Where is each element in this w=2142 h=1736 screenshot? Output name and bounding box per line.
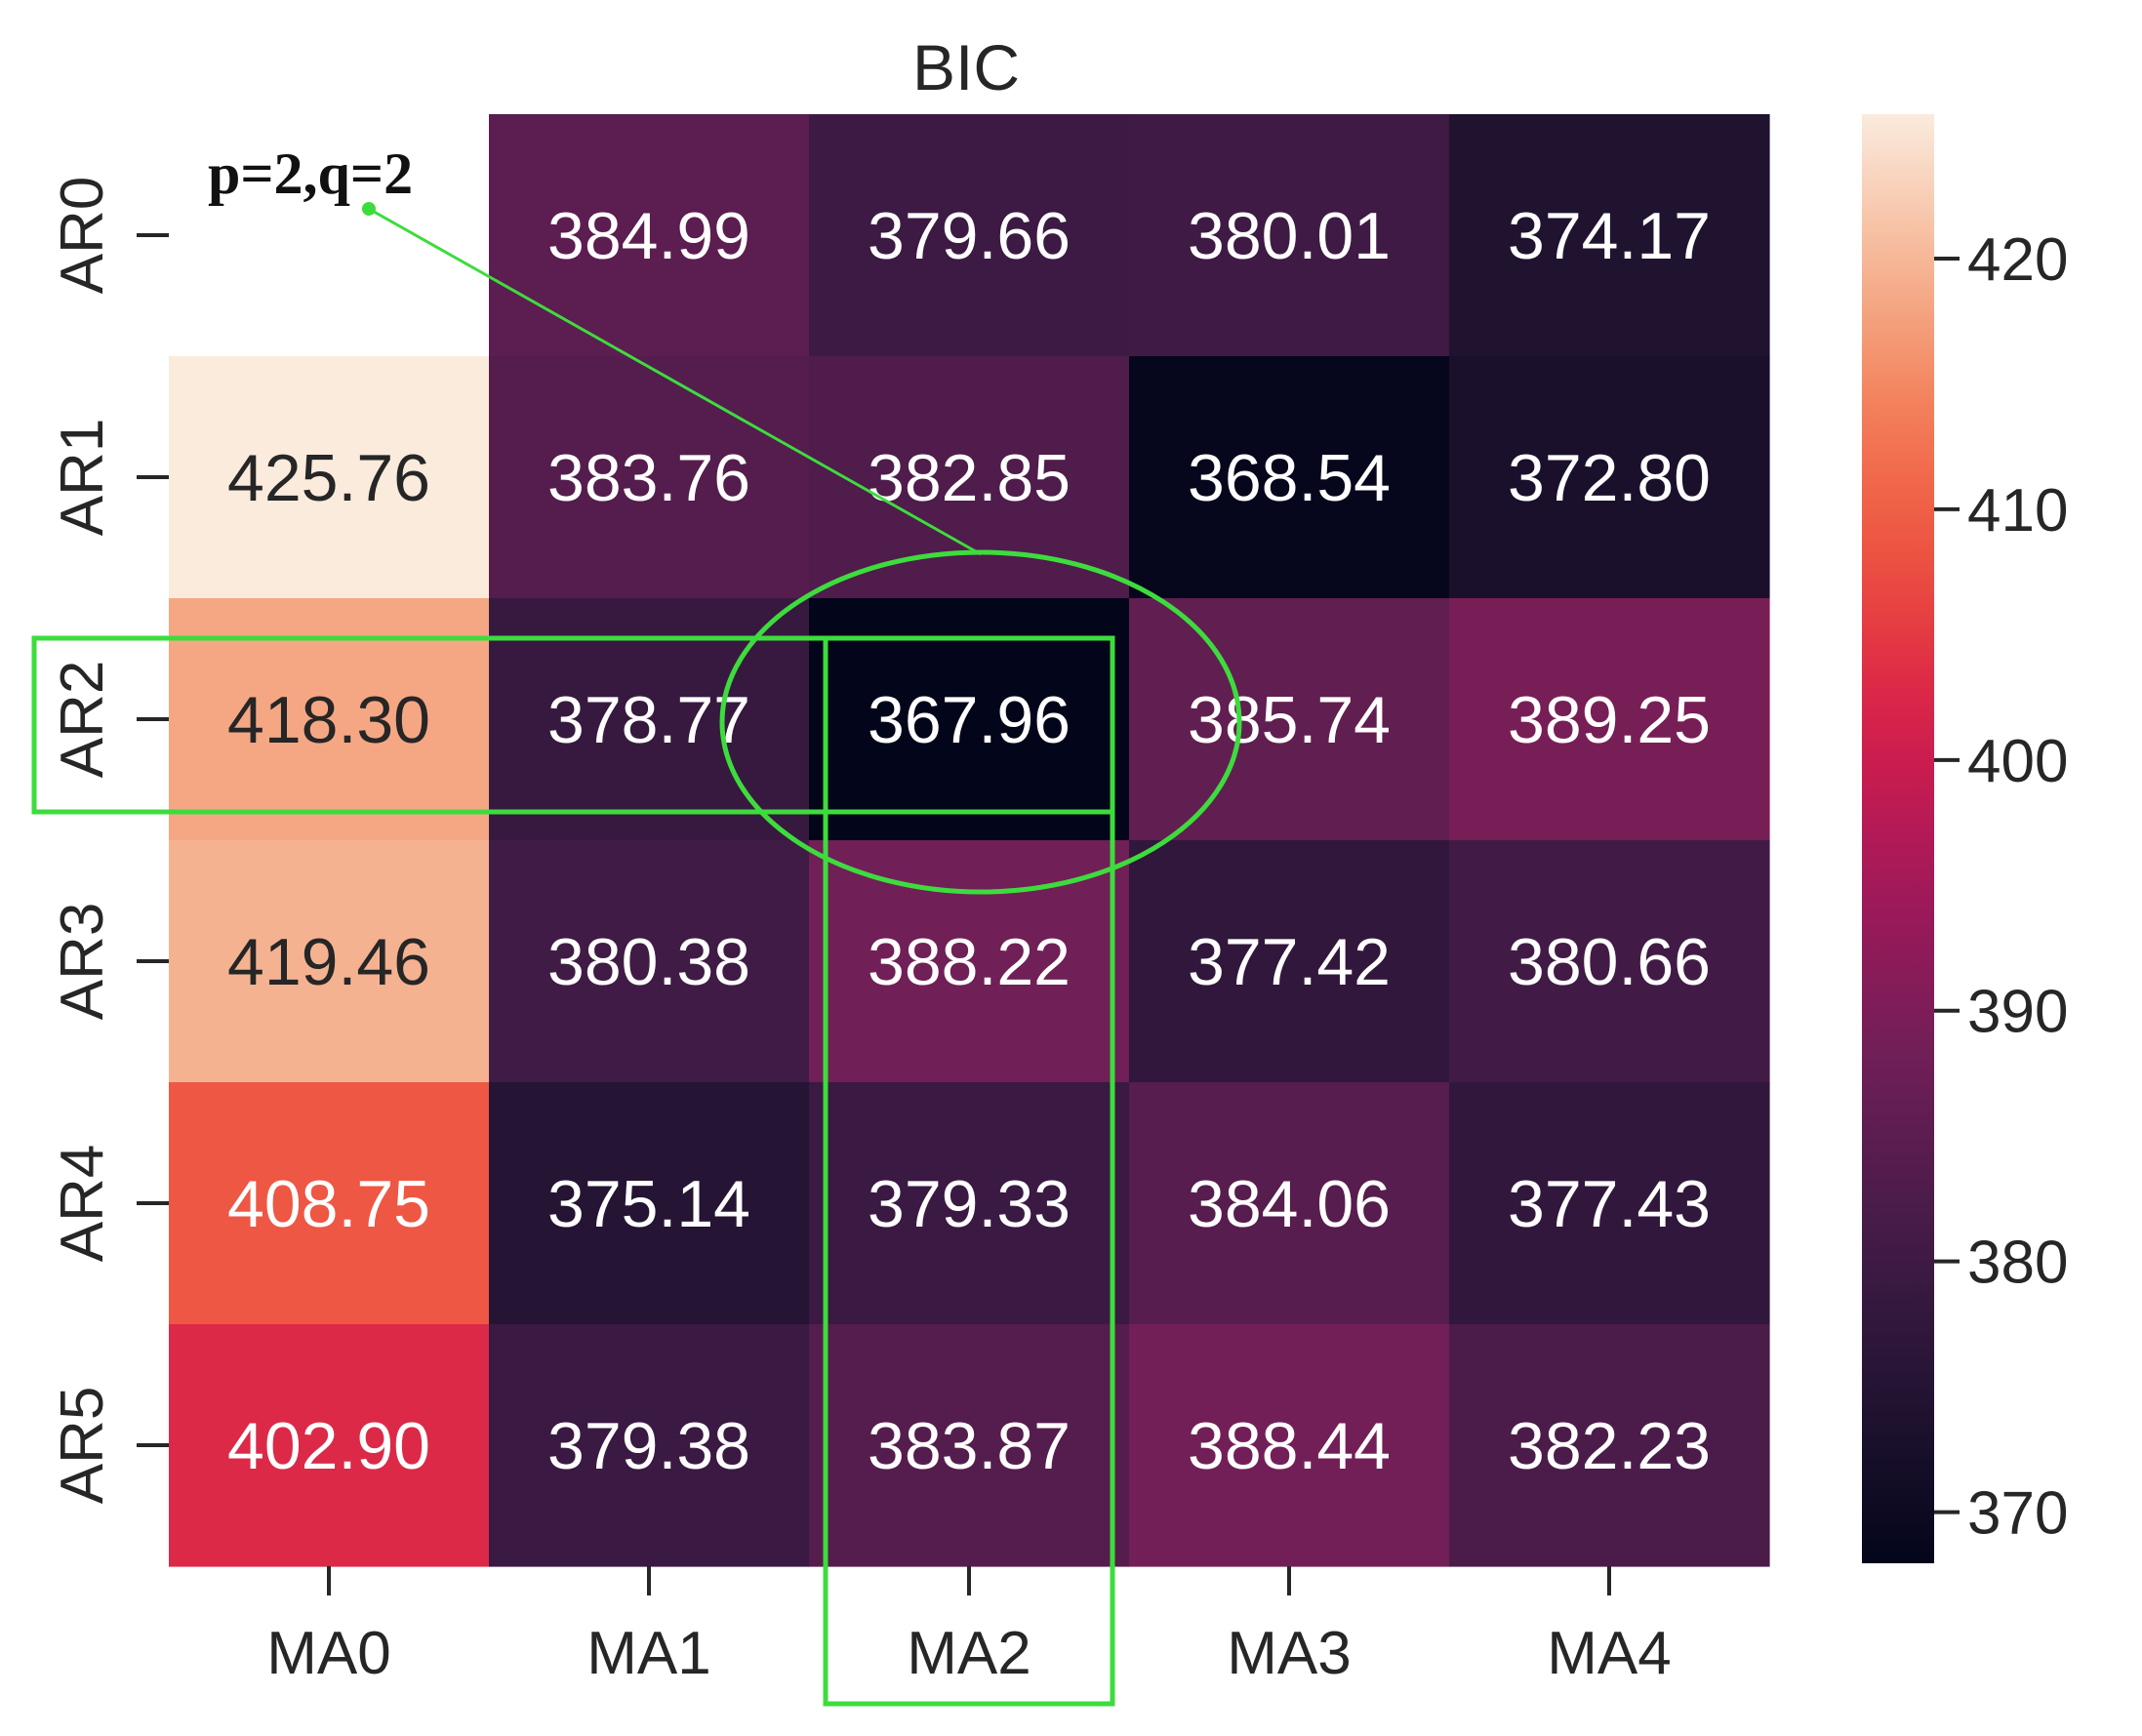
heatmap-cell-label: 388.22 <box>868 925 1071 999</box>
heatmap-cell <box>1449 114 1770 357</box>
heatmap-cell <box>169 1082 490 1325</box>
annotation-arrow-dot <box>362 202 376 216</box>
heatmap-cell <box>1129 1324 1450 1567</box>
heatmap-cell-label: 382.85 <box>868 441 1071 515</box>
colorbar-tick-label: 400 <box>1967 728 2068 795</box>
heatmap-cell <box>1449 1324 1770 1567</box>
heatmap-cell <box>1449 840 1770 1083</box>
row-tick-label: AR2 <box>49 661 116 779</box>
heatmap-cell <box>489 114 810 357</box>
heatmap-cell-label: 380.38 <box>547 925 750 999</box>
heatmap-cell <box>489 356 810 599</box>
heatmap-cell <box>489 840 810 1083</box>
heatmap-cell <box>809 1082 1130 1325</box>
heatmap-cell-label: 379.38 <box>547 1409 750 1483</box>
colorbar-tick-label: 410 <box>1967 477 2068 545</box>
heatmap-cell-label: 408.75 <box>227 1167 430 1241</box>
heatmap-cell <box>1129 114 1450 357</box>
colorbar-tick-label: 370 <box>1967 1480 2068 1548</box>
heatmap-cell <box>1129 598 1450 841</box>
heatmap-cell-label: 378.77 <box>547 683 750 757</box>
heatmap-cell <box>1129 356 1450 599</box>
annotation-arrow-line <box>368 207 982 556</box>
annotation-label: p=2,q=2 <box>208 141 413 206</box>
column-tick-label: MA2 <box>907 1620 1031 1687</box>
row-axis: AR0 AR1 AR2 AR3 AR4 AR5 <box>49 177 169 1505</box>
heatmap-cell-label: 384.06 <box>1188 1167 1391 1241</box>
heatmap-cell <box>809 1324 1130 1567</box>
row-tick-label: AR1 <box>49 419 116 537</box>
column-tick-label: MA4 <box>1547 1620 1671 1687</box>
heatmap-cell <box>489 1082 810 1325</box>
heatmap-cell <box>809 114 1130 357</box>
heatmap-cell-label: 379.66 <box>868 199 1071 273</box>
heatmap-cell-label: 367.96 <box>868 683 1071 757</box>
heatmap-cell-label: 388.44 <box>1188 1409 1391 1483</box>
heatmap-cell-label: 372.80 <box>1508 441 1711 515</box>
heatmap-cell-label: 368.54 <box>1188 441 1391 515</box>
column-tick-label: MA0 <box>266 1620 390 1687</box>
heatmap-cell-label: 377.43 <box>1508 1167 1711 1241</box>
highlight-column-box <box>823 635 1115 1707</box>
heatmap-cell-label: 385.74 <box>1188 683 1391 757</box>
heatmap-cell <box>169 1324 490 1567</box>
colorbar <box>1862 114 1934 1563</box>
heatmap-cell-label: 419.46 <box>227 925 430 999</box>
heatmap-cell-label: 380.01 <box>1188 199 1391 273</box>
heatmap-cell-label: 383.76 <box>547 441 750 515</box>
highlight-ellipse <box>719 549 1242 895</box>
heatmap-cell <box>1449 356 1770 599</box>
heatmap-cell-label: 377.42 <box>1188 925 1391 999</box>
heatmap-cell-label: 374.17 <box>1508 199 1711 273</box>
heatmap-cell <box>489 1324 810 1567</box>
column-axis: MA0 MA1 MA2 MA3 MA4 <box>266 1566 1672 1687</box>
colorbar-gradient <box>1862 114 1934 1563</box>
row-tick-label: AR5 <box>49 1387 116 1505</box>
heatmap-cell-label: 402.90 <box>227 1409 430 1483</box>
heatmap-cell-label: 389.25 <box>1508 683 1711 757</box>
heatmap-cells <box>169 114 1770 1567</box>
heatmap-cell-label: 383.87 <box>868 1409 1071 1483</box>
chart-title: BIC <box>912 31 1020 103</box>
colorbar-tick-label: 390 <box>1967 979 2068 1046</box>
heatmap-cell <box>169 356 490 599</box>
heatmap-cell-label: 418.30 <box>227 683 430 757</box>
colorbar-tick-label: 380 <box>1967 1230 2068 1297</box>
heatmap-cell-label: 384.99 <box>547 199 750 273</box>
colorbar-tick-label: 420 <box>1967 226 2068 294</box>
heatmap-cell <box>169 840 490 1083</box>
heatmap-cell <box>809 356 1130 599</box>
highlight-annotations: p=2,q=2 <box>31 141 1242 1707</box>
heatmap-cell-label: 380.66 <box>1508 925 1711 999</box>
heatmap-cell <box>1129 1082 1450 1325</box>
heatmap-cell-label: 379.33 <box>868 1167 1071 1241</box>
heatmap-cell <box>1449 1082 1770 1325</box>
row-tick-label: AR4 <box>49 1145 116 1263</box>
heatmap-cell-labels: 384.99 379.66 380.01 374.17 425.76 383.76 382.… <box>227 199 1711 1483</box>
heatmap-cell <box>1129 840 1450 1083</box>
heatmap-cell-label: 382.23 <box>1508 1409 1711 1483</box>
heatmap-cell-label: 375.14 <box>547 1167 750 1241</box>
heatmap-cell <box>1449 598 1770 841</box>
row-tick-label: AR3 <box>49 903 116 1021</box>
row-tick-label: AR0 <box>49 177 116 295</box>
column-tick-label: MA3 <box>1227 1620 1351 1687</box>
column-tick-label: MA1 <box>586 1620 710 1687</box>
heatmap-cell-label: 425.76 <box>227 441 430 515</box>
colorbar-ticks: 370 380 390 400 410 420 <box>1934 226 2068 1548</box>
